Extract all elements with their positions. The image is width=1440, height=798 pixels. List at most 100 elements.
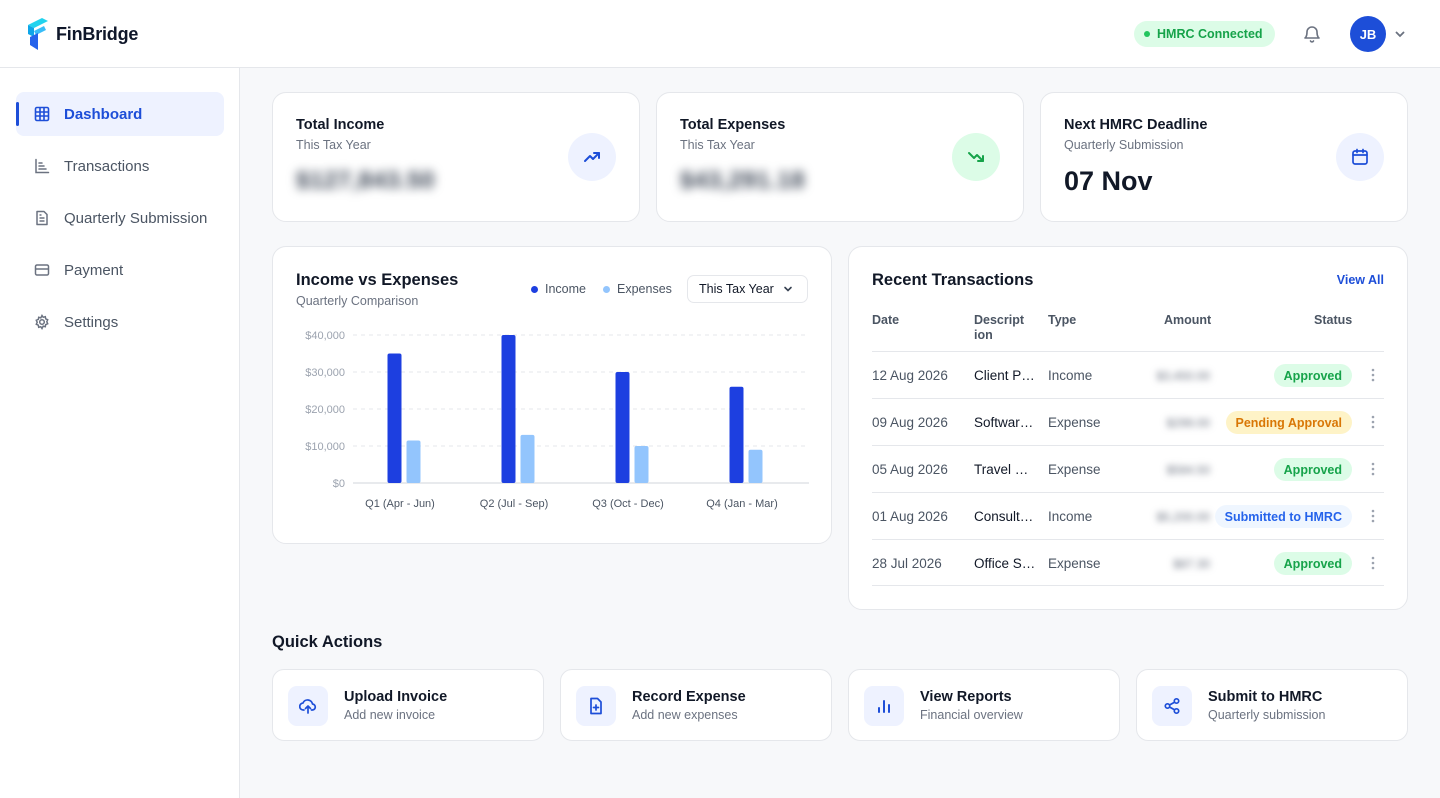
sidebar-item-dashboard[interactable]: Dashboard [16,92,224,136]
y-tick-label: $40,000 [305,330,345,342]
column-header-date: Date [872,313,900,327]
action-subtitle: Quarterly submission [1208,708,1326,722]
upload-cloud-icon [288,686,328,726]
y-tick-label: $20,000 [305,404,345,416]
status-badge: Submitted to HMRC [1214,505,1352,528]
transaction-date: 09 Aug 2026 [872,415,948,430]
table-row[interactable]: 28 Jul 2026 Office Supplies Expense $87.30 A… [872,539,1384,586]
transactions-title: Recent Transactions [872,271,1034,289]
transaction-amount: $3,450.00 [1156,369,1210,383]
sidebar-item-label: Payment [64,261,124,279]
hmrc-deadline-card: Next HMRC Deadline Quarterly Submission … [1040,92,1408,222]
sidebar-item-quarterly-submission[interactable]: Quarterly Submission [16,196,224,240]
period-select[interactable]: This Tax Year [687,275,808,303]
calendar-icon [1336,133,1384,181]
more-options-icon[interactable] [1371,555,1375,571]
gear-icon [35,314,49,330]
transaction-type: Expense [1048,556,1101,571]
logo[interactable]: FinBridge [24,17,138,51]
column-header-description: Descript ion [974,313,1025,342]
bell-icon[interactable] [1302,24,1322,44]
transaction-date: 28 Jul 2026 [872,556,942,571]
legend-dot-icon [603,285,610,293]
bar-expenses [520,434,535,483]
sidebar-item-settings[interactable]: Settings [16,300,224,344]
deadline-value: 07 Nov [1064,166,1153,196]
income-value: $127,843.50 [296,167,435,194]
transaction-date: 12 Aug 2026 [872,368,948,383]
finbridge-logo-icon [28,18,48,50]
transaction-description: Travel Expenses [974,462,1036,477]
chevron-down-icon [784,286,792,292]
sidebar: Dashboard Transactions Quarterly Submiss… [0,68,240,798]
trending-down-icon [952,133,1000,181]
trending-up-icon [568,133,616,181]
bar-income [615,372,630,483]
table-row[interactable]: 09 Aug 2026 Software Subscription Expense $… [872,398,1384,445]
table-row[interactable]: 05 Aug 2026 Travel Expenses Expense $584.50… [872,445,1384,492]
expenses-value: $43,291.18 [680,167,806,194]
app-name: FinBridge [56,23,139,44]
column-header-type: Type [1048,313,1077,327]
card-icon [34,264,50,276]
chart-icon [35,158,50,174]
x-tick-label: Q3 (Oct - Dec) [592,498,664,510]
bar-expenses [406,440,421,483]
document-icon [36,210,48,226]
bar-expenses [634,446,649,483]
stat-subtitle: This Tax Year [296,138,371,152]
sidebar-item-label: Quarterly Submission [64,209,208,227]
share-icon [1152,686,1192,726]
transaction-description: Office Supplies [974,556,1036,571]
status-badge: Approved [1273,552,1352,575]
income-expenses-chart-card: Income vs Expenses Quarterly Comparison … [272,246,832,544]
transaction-amount: $299.00 [1166,416,1210,430]
transaction-description: Consulting Fee [974,509,1036,524]
y-tick-label: $0 [333,478,345,490]
status-badge: Approved [1273,364,1352,387]
status-dot-icon [1144,31,1150,37]
submit-to-hmrc-action[interactable]: Submit to HMRC Quarterly submission [1136,669,1408,741]
bar-chart-icon [864,686,904,726]
grid-icon [34,106,50,122]
transaction-amount: $584.50 [1166,463,1210,477]
action-title: Upload Invoice [344,689,448,705]
sidebar-item-payment[interactable]: Payment [16,248,224,292]
file-plus-icon [576,686,616,726]
more-options-icon[interactable] [1371,461,1375,477]
stat-subtitle: Quarterly Submission [1064,138,1184,152]
legend-dot-icon [531,285,538,293]
transaction-description: Software Subscription [974,415,1036,430]
legend-label: Expenses [617,282,672,296]
stat-title: Next HMRC Deadline [1064,117,1208,133]
user-avatar[interactable]: JB [1350,16,1386,52]
upload-invoice-action[interactable]: Upload Invoice Add new invoice [272,669,544,741]
legend-expenses: Expenses [603,282,672,296]
legend-label: Income [545,282,586,296]
transaction-type: Income [1048,509,1093,524]
more-options-icon[interactable] [1371,367,1375,383]
more-options-icon[interactable] [1371,414,1375,430]
y-tick-label: $10,000 [305,441,345,453]
action-subtitle: Add new expenses [632,708,738,722]
stat-title: Total Income [296,117,385,133]
table-row[interactable]: 01 Aug 2026 Consulting Fee Income $5,200.00… [872,492,1384,539]
stat-title: Total Expenses [680,117,786,133]
view-reports-action[interactable]: View Reports Financial overview [848,669,1120,741]
view-all-link[interactable]: View All [1336,273,1384,287]
table-row[interactable]: 12 Aug 2026 Client Payment Income $3,450.00… [872,351,1384,398]
action-title: Submit to HMRC [1208,689,1323,705]
chevron-down-icon[interactable] [1393,27,1407,41]
record-expense-action[interactable]: Record Expense Add new expenses [560,669,832,741]
recent-transactions-card: Recent Transactions View All Date Descri… [848,246,1408,610]
total-expenses-card: Total Expenses This Tax Year $43,291.18 [656,92,1024,222]
hmrc-status-label: HMRC Connected [1157,27,1263,41]
sidebar-item-transactions[interactable]: Transactions [16,144,224,188]
action-subtitle: Financial overview [920,708,1023,722]
bar-income [729,386,744,483]
quick-actions-heading: Quick Actions [272,633,383,651]
more-options-icon[interactable] [1371,508,1375,524]
sidebar-item-label: Dashboard [64,105,143,123]
transaction-date: 05 Aug 2026 [872,462,948,477]
x-tick-label: Q4 (Jan - Mar) [706,498,778,510]
